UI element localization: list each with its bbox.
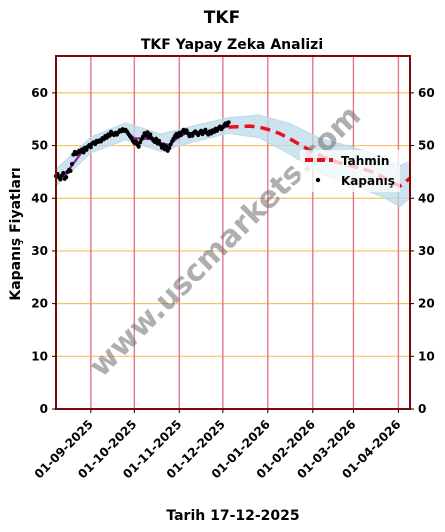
y-tick-label: 10	[31, 349, 48, 363]
grid	[56, 56, 410, 409]
close-point	[88, 145, 93, 150]
close-point	[156, 138, 162, 143]
close-point	[145, 130, 150, 135]
legend-close-swatch	[315, 177, 321, 183]
plot-frame	[55, 55, 411, 410]
y-tick-label: 60	[31, 86, 48, 100]
close-point	[148, 132, 153, 137]
y-tick-label-right: 50	[418, 139, 435, 153]
x-axis-label: Tarih 17-12-2025	[166, 508, 299, 524]
legend-forecast-label: Tahmin	[341, 154, 389, 168]
close-point	[68, 168, 73, 173]
plot-border	[55, 55, 411, 410]
close-point	[167, 146, 172, 151]
close-point	[58, 177, 63, 182]
y-tick-label: 0	[40, 402, 48, 416]
y-axis-label: Kapanış Fiyatları	[8, 167, 24, 300]
y-tick-label: 20	[31, 297, 48, 311]
y-tick-label: 50	[31, 139, 48, 153]
y-tick-label: 30	[31, 244, 48, 258]
legend: Tahmin Kapanış	[300, 150, 400, 192]
plot-background	[56, 56, 410, 409]
close-point	[64, 175, 69, 180]
close-point	[136, 144, 141, 149]
y-tick-label-right: 40	[418, 191, 435, 205]
y-tick-label-right: 30	[418, 244, 435, 258]
close-point	[61, 170, 66, 176]
close-point	[104, 135, 109, 140]
y-tick-label-right: 10	[418, 349, 435, 363]
close-point	[226, 120, 231, 125]
legend-box	[300, 150, 400, 192]
y-tick-label-right: 60	[418, 86, 435, 100]
close-point	[98, 139, 104, 144]
close-point	[69, 161, 75, 167]
y-tick-label-right: 0	[418, 402, 426, 416]
legend-close-label: Kapanış	[341, 174, 395, 188]
close-point	[81, 150, 86, 155]
y-tick-label: 40	[31, 191, 48, 205]
y-tick-label-right: 20	[418, 297, 435, 311]
close-point	[154, 136, 159, 141]
close-point	[84, 147, 89, 152]
close-point	[138, 140, 143, 145]
plot-area	[56, 56, 410, 409]
chart-title: TKF	[204, 8, 240, 28]
chart-subtitle: TKF Yapay Zeka Analizi	[141, 37, 323, 53]
close-point	[93, 141, 98, 147]
